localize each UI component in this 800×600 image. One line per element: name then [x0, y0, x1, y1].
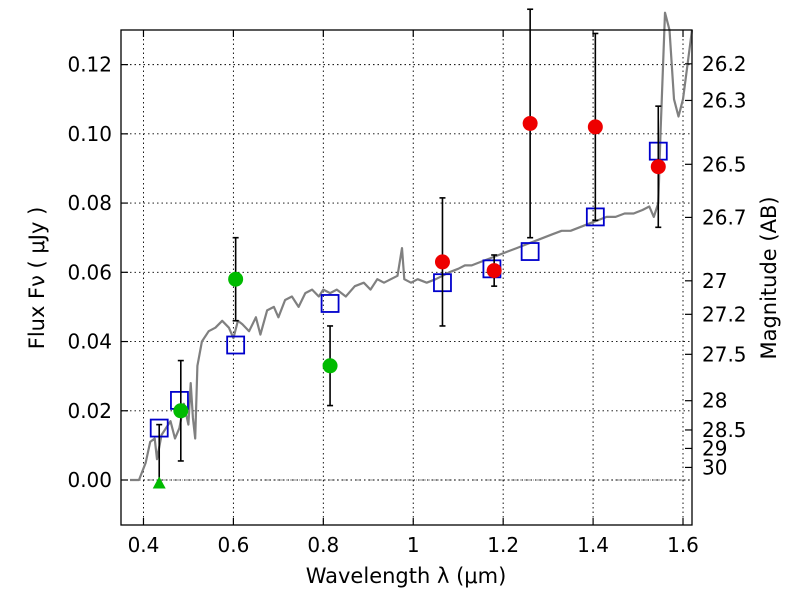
upper-limit-marker — [152, 476, 166, 489]
right-tick-label: 28 — [702, 389, 727, 413]
right-tick-label: 30 — [702, 455, 727, 479]
y-tick-label: 0.10 — [67, 122, 112, 146]
x-tick-label: 0.8 — [307, 533, 339, 557]
observed-point — [522, 115, 538, 131]
observed-point — [228, 271, 244, 287]
x-tick-label: 0.6 — [217, 533, 249, 557]
x-tick-label: 1 — [407, 533, 420, 557]
observed-point — [434, 254, 450, 270]
observed-point — [587, 119, 603, 135]
observed-point — [650, 159, 666, 175]
y-tick-label: 0.04 — [67, 330, 112, 354]
observed-point — [486, 263, 502, 279]
right-axis-label: Magnitude (AB) — [757, 196, 781, 359]
right-tick-label: 28.5 — [702, 418, 747, 442]
right-tick-label: 27.5 — [702, 342, 747, 366]
model-square-marker — [520, 242, 540, 261]
data-series — [130, 8, 694, 489]
y-tick-label: 0.06 — [67, 260, 112, 284]
axes: 0.4 0.6 0.8 1 1.2 1.4 1.6 0.00 0.02 0.04 0.06 0.08 0… — [67, 29, 747, 557]
y-tick-label: 0.00 — [67, 468, 112, 492]
right-tick-label: 26.7 — [702, 205, 747, 229]
observed-point — [173, 403, 189, 419]
y-tick-label: 0.08 — [67, 191, 112, 215]
right-tick-label: 26.5 — [702, 152, 747, 176]
x-tick-label: 0.4 — [128, 533, 160, 557]
x-tick-label: 1.2 — [487, 533, 519, 557]
y-tick-label: 0.12 — [67, 53, 112, 77]
right-tick-label: 29 — [702, 436, 727, 460]
right-tick-label: 27.2 — [702, 302, 747, 326]
model-square-marker — [320, 294, 340, 313]
spectrum-line — [130, 11, 694, 482]
x-tick-label: 1.4 — [577, 533, 609, 557]
x-axis-label: Wavelength λ (μm) — [306, 564, 507, 588]
x-tick-label: 1.6 — [667, 533, 699, 557]
right-tick-label: 26.3 — [702, 88, 747, 112]
y-tick-label: 0.02 — [67, 399, 112, 423]
observed-point — [322, 358, 338, 374]
plot-frame — [120, 29, 693, 526]
right-tick-label: 27 — [702, 269, 727, 293]
y-axis-label: Flux Fν ( μJy ) — [25, 207, 49, 350]
right-tick-label: 26.2 — [702, 52, 747, 76]
model-square-marker — [226, 335, 246, 355]
